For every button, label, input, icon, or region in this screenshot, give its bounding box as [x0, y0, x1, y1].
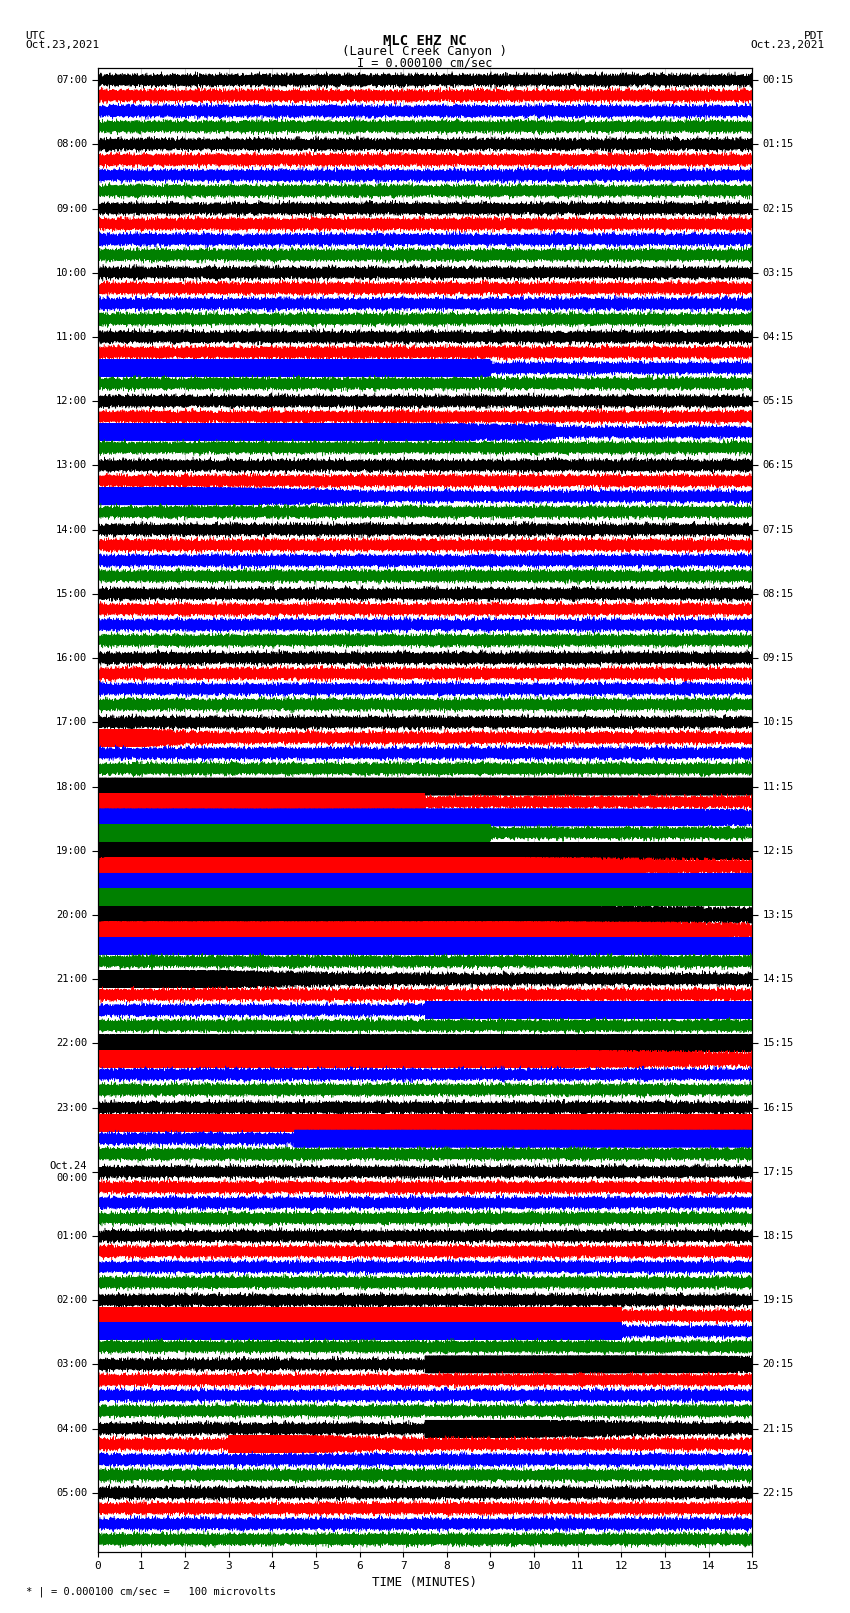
Text: Oct.23,2021: Oct.23,2021	[26, 40, 99, 50]
X-axis label: TIME (MINUTES): TIME (MINUTES)	[372, 1576, 478, 1589]
Text: Oct.23,2021: Oct.23,2021	[751, 40, 824, 50]
Text: PDT: PDT	[804, 31, 824, 40]
Text: * | = 0.000100 cm/sec =   100 microvolts: * | = 0.000100 cm/sec = 100 microvolts	[26, 1586, 275, 1597]
Text: I = 0.000100 cm/sec: I = 0.000100 cm/sec	[357, 56, 493, 69]
Text: UTC: UTC	[26, 31, 46, 40]
Text: (Laurel Creek Canyon ): (Laurel Creek Canyon )	[343, 45, 507, 58]
Text: MLC EHZ NC: MLC EHZ NC	[383, 34, 467, 48]
